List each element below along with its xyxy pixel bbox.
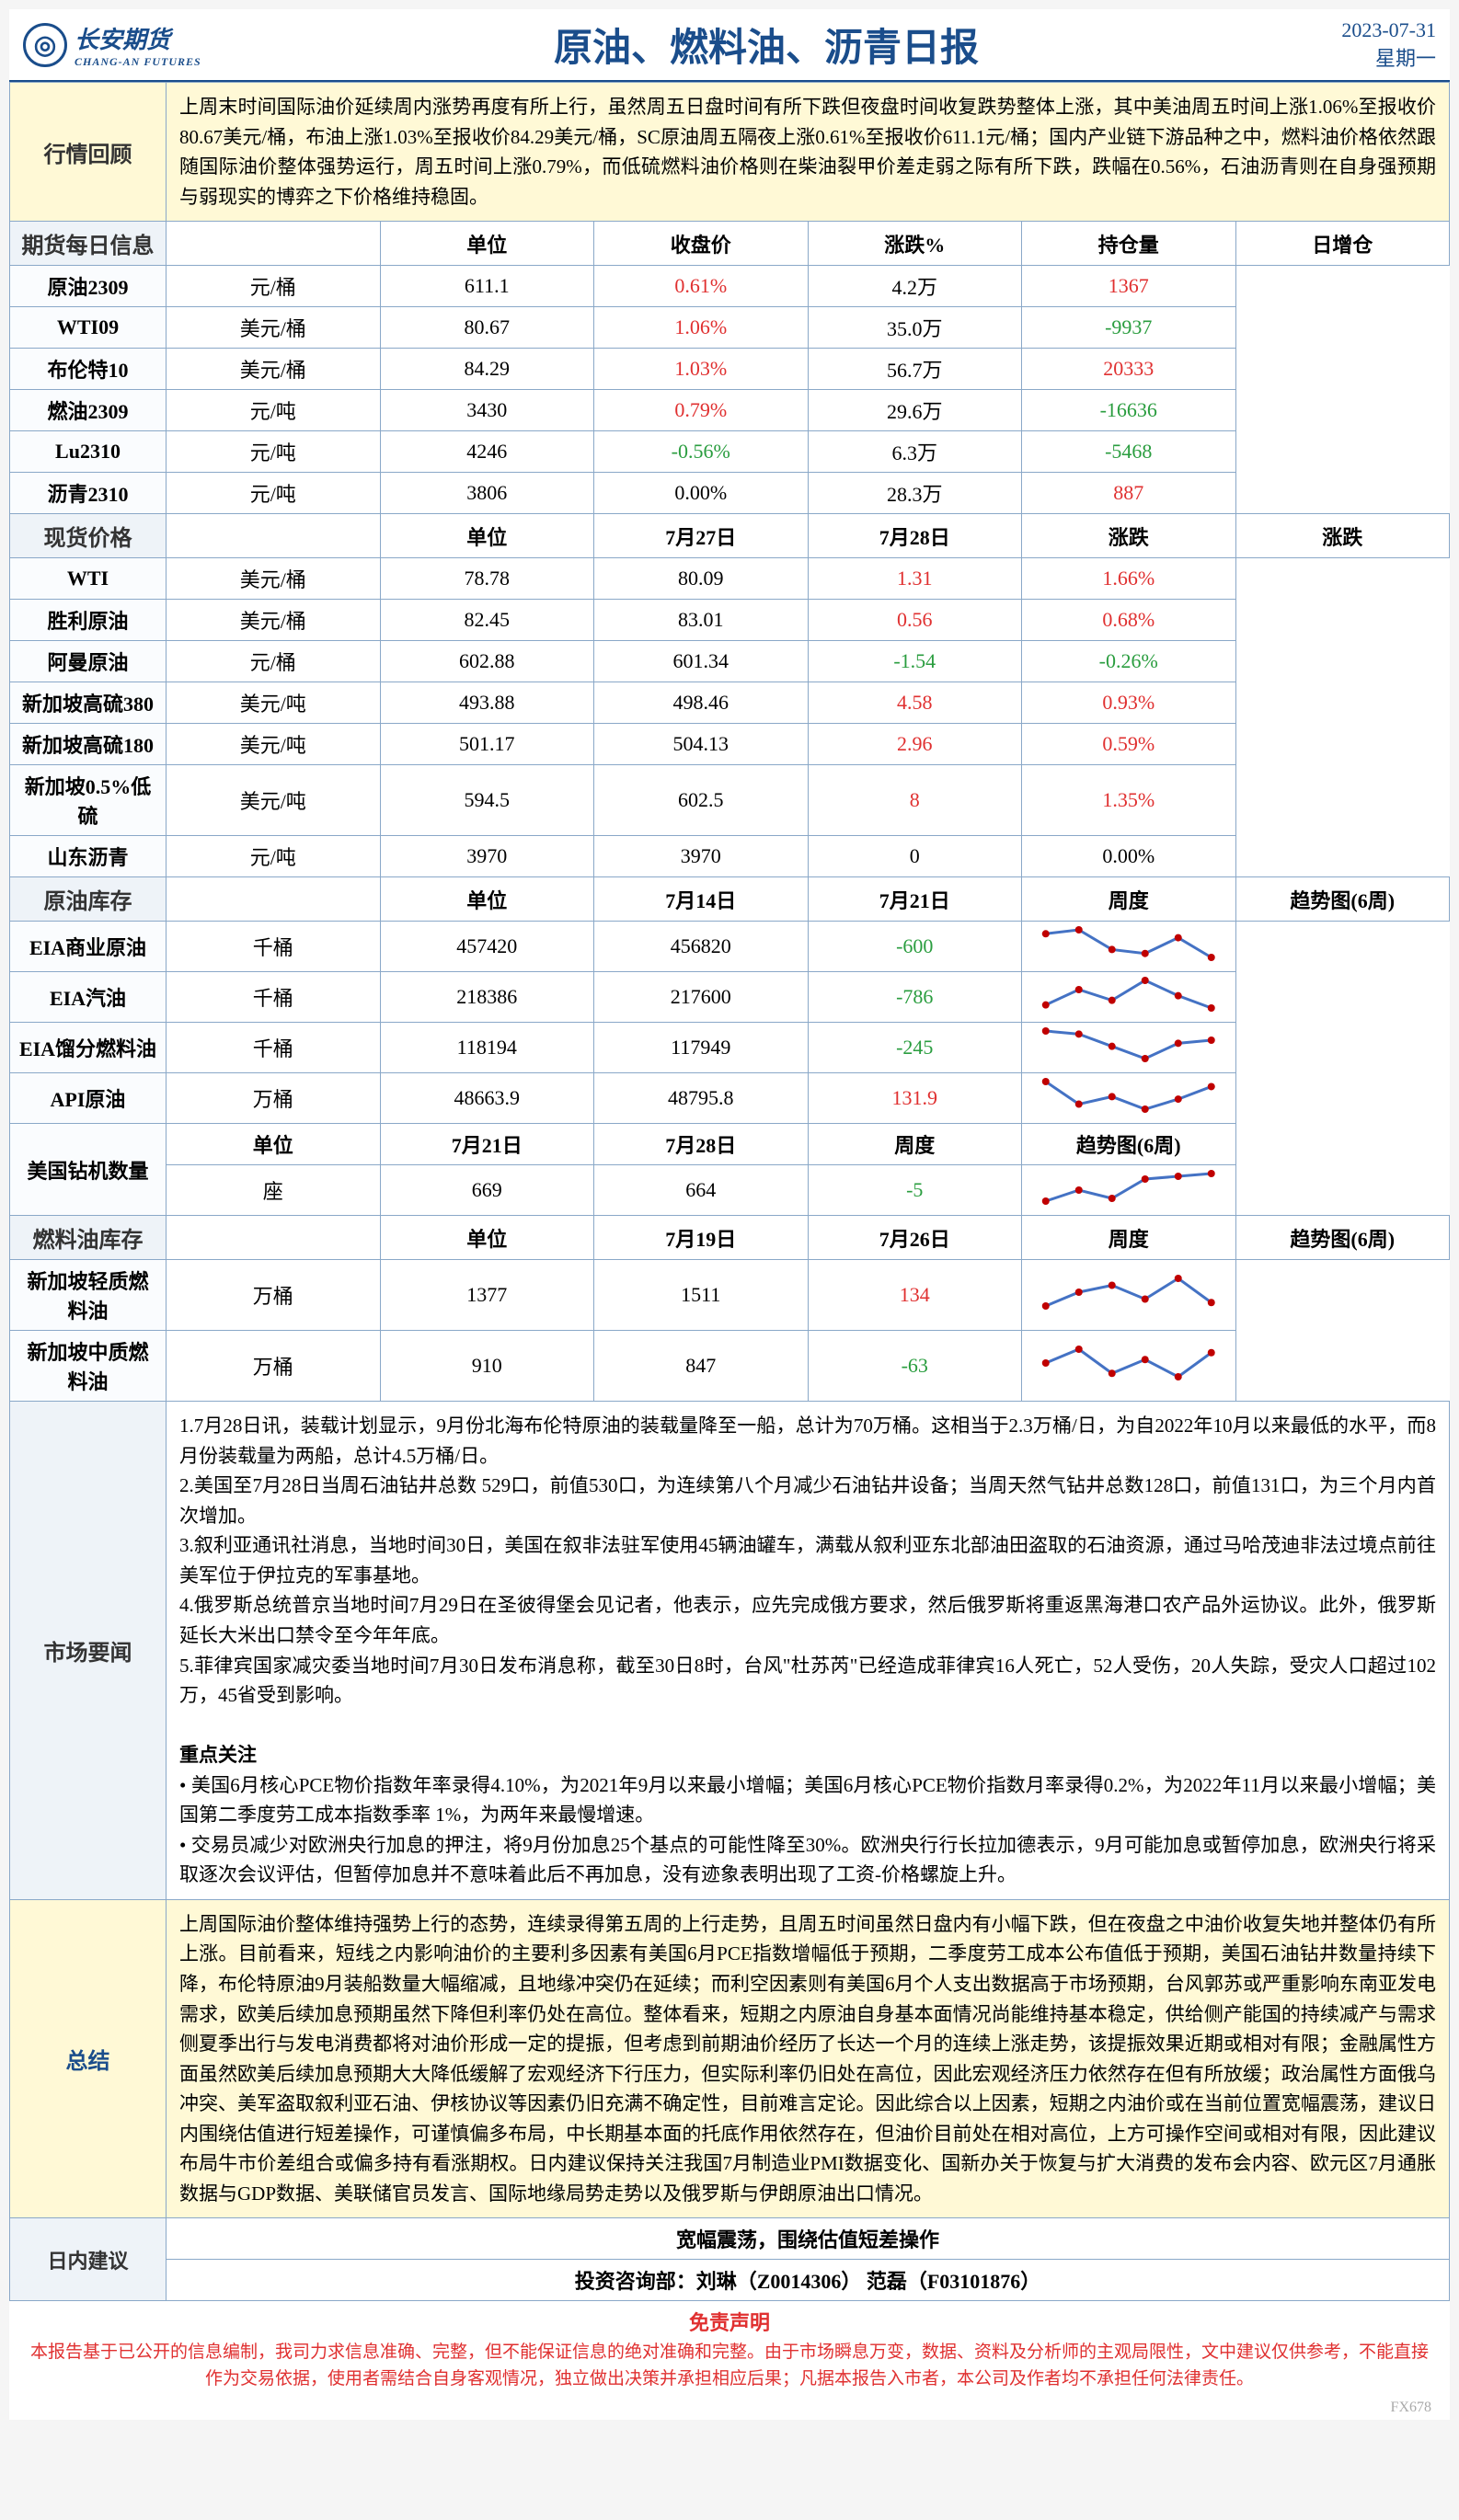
sparkline-cell: [1022, 1260, 1236, 1331]
fuel-inventory-label: 燃料油库存: [10, 1216, 167, 1260]
futures-oi: 56.7万: [808, 349, 1022, 390]
futures-change: 0.61%: [594, 266, 809, 307]
futures-close: 611.1: [380, 266, 594, 307]
crude-row-name: API原油: [10, 1073, 167, 1124]
news-item: 3.叙利亚通讯社消息，当地时间30日，美国在叙非法驻军使用45辆油罐车，满载从叙…: [179, 1530, 1436, 1590]
news-item: 2.美国至7月28日当周石油钻井总数 529口，前值530口，为连续第八个月减少…: [179, 1471, 1436, 1530]
spot-row-name: WTI: [10, 558, 167, 600]
market-news-block: 1.7月28日讯，装载计划显示，9月份北海布伦特原油的装载量降至一船，总计为70…: [167, 1402, 1450, 1900]
futures-close: 3806: [380, 473, 594, 514]
col-change: 涨跌%: [808, 222, 1022, 266]
futures-oi: 4.2万: [808, 266, 1022, 307]
futures-change: 0.00%: [594, 473, 809, 514]
crude-row-name: EIA馏分燃料油: [10, 1023, 167, 1073]
futures-close: 3430: [380, 390, 594, 431]
futures-unit: 元/桶: [167, 266, 381, 307]
spot-row-name: 山东沥青: [10, 836, 167, 877]
news-item: 5.菲律宾国家减灾委当地时间7月30日发布消息称，截至30日8时，台风"杜苏芮"…: [179, 1651, 1436, 1711]
futures-oi-change: -16636: [1022, 390, 1236, 431]
futures-row-name: Lu2310: [10, 431, 167, 473]
futures-change: 0.79%: [594, 390, 809, 431]
spot-row-name: 胜利原油: [10, 600, 167, 641]
daily-advice-label: 日内建议: [10, 2218, 167, 2301]
sparkline-cell: [1022, 1023, 1236, 1073]
summary-text: 上周国际油价整体维持强势上行的态势，连续录得第五周的上行走势，且周五时间虽然日盘…: [167, 1899, 1450, 2217]
blank: [167, 222, 381, 266]
focus-item: • 交易员减少对欧洲央行加息的押注，将9月份加息25个基点的可能性降至30%。欧…: [179, 1830, 1436, 1890]
futures-row-name: 燃油2309: [10, 390, 167, 431]
report-weekday: 星期一: [1252, 42, 1436, 72]
watermark: FX678: [9, 2400, 1450, 2420]
sparkline-cell: [1022, 1073, 1236, 1124]
col-unit: 单位: [380, 222, 594, 266]
market-review-text: 上周末时间国际油价延续周内涨势再度有所上行，虽然周五日盘时间有所下跌但夜盘时间收…: [167, 83, 1450, 222]
focus-item: • 美国6月核心PCE物价指数年率录得4.10%，为2021年9月以来最小增幅；…: [179, 1770, 1436, 1830]
futures-change: 1.03%: [594, 349, 809, 390]
report-title: 原油、燃料油、沥青日报: [281, 17, 1252, 73]
sparkline-cell: [1022, 922, 1236, 972]
futures-daily-label: 期货每日信息: [10, 222, 167, 266]
futures-oi-change: 887: [1022, 473, 1236, 514]
futures-unit: 美元/桶: [167, 349, 381, 390]
futures-oi-change: -9937: [1022, 307, 1236, 349]
focus-title: 重点关注: [179, 1740, 1436, 1770]
crude-row-name: EIA商业原油: [10, 922, 167, 972]
col-close: 收盘价: [594, 222, 809, 266]
futures-close: 4246: [380, 431, 594, 473]
summary-label: 总结: [10, 1899, 167, 2217]
spot-row-name: 阿曼原油: [10, 641, 167, 682]
futures-close: 84.29: [380, 349, 594, 390]
futures-row-name: 原油2309: [10, 266, 167, 307]
sparkline-cell: [1022, 1165, 1236, 1216]
header: ◎ 长安期货 CHANG-AN FUTURES 原油、燃料油、沥青日报 2023…: [9, 9, 1450, 82]
spot-row-name: 新加坡高硫180: [10, 724, 167, 765]
market-review-label: 行情回顾: [10, 83, 167, 222]
disclaimer-text: 本报告基于已公开的信息编制，我司力求信息准确、完整，但不能保证信息的绝对准确和完…: [9, 2336, 1450, 2400]
main-table: 行情回顾 上周末时间国际油价延续周内涨势再度有所上行，虽然周五日盘时间有所下跌但…: [9, 82, 1450, 2301]
news-item: 4.俄罗斯总统普京当地时间7月29日在圣彼得堡会见记者，他表示，应先完成俄方要求…: [179, 1590, 1436, 1650]
futures-oi: 6.3万: [808, 431, 1022, 473]
disclaimer-title: 免责声明: [9, 2301, 1450, 2336]
analyst-info: 投资咨询部：刘琳（Z0014306） 范磊（F03101876）: [167, 2260, 1450, 2301]
logo-cn: 长安期货: [75, 21, 201, 55]
futures-unit: 美元/桶: [167, 307, 381, 349]
col-oi: 持仓量: [1022, 222, 1236, 266]
crude-row-name: EIA汽油: [10, 972, 167, 1023]
daily-advice-strategy: 宽幅震荡，围绕估值短差操作: [167, 2218, 1450, 2260]
spot-prices-label: 现货价格: [10, 514, 167, 558]
logo-en: CHANG-AN FUTURES: [75, 55, 201, 69]
futures-unit: 元/吨: [167, 431, 381, 473]
futures-row-name: 沥青2310: [10, 473, 167, 514]
market-news-label: 市场要闻: [10, 1402, 167, 1900]
futures-unit: 元/吨: [167, 390, 381, 431]
futures-change: -0.56%: [594, 431, 809, 473]
futures-close: 80.67: [380, 307, 594, 349]
sparkline-cell: [1022, 972, 1236, 1023]
sparkline-cell: [1022, 1331, 1236, 1402]
futures-change: 1.06%: [594, 307, 809, 349]
futures-row-name: 布伦特10: [10, 349, 167, 390]
spot-row-name: 新加坡高硫380: [10, 682, 167, 724]
fuel-row-name: 新加坡中质燃料油: [10, 1331, 167, 1402]
col-oi-change: 日增仓: [1235, 222, 1450, 266]
news-item: 1.7月28日讯，装载计划显示，9月份北海布伦特原油的装载量降至一船，总计为70…: [179, 1411, 1436, 1471]
report-page: ◎ 长安期货 CHANG-AN FUTURES 原油、燃料油、沥青日报 2023…: [9, 9, 1450, 2420]
futures-oi-change: -5468: [1022, 431, 1236, 473]
futures-oi: 28.3万: [808, 473, 1022, 514]
futures-oi-change: 20333: [1022, 349, 1236, 390]
rig-label: 美国钻机数量: [10, 1124, 167, 1216]
futures-oi: 35.0万: [808, 307, 1022, 349]
logo-icon: ◎: [23, 23, 67, 67]
report-date: 2023-07-31: [1252, 18, 1436, 42]
futures-oi: 29.6万: [808, 390, 1022, 431]
logo-section: ◎ 长安期货 CHANG-AN FUTURES: [23, 21, 281, 69]
spot-row-name: 新加坡0.5%低硫: [10, 765, 167, 836]
crude-inventory-label: 原油库存: [10, 877, 167, 922]
futures-row-name: WTI09: [10, 307, 167, 349]
date-section: 2023-07-31 星期一: [1252, 18, 1436, 72]
fuel-row-name: 新加坡轻质燃料油: [10, 1260, 167, 1331]
futures-unit: 元/吨: [167, 473, 381, 514]
futures-oi-change: 1367: [1022, 266, 1236, 307]
